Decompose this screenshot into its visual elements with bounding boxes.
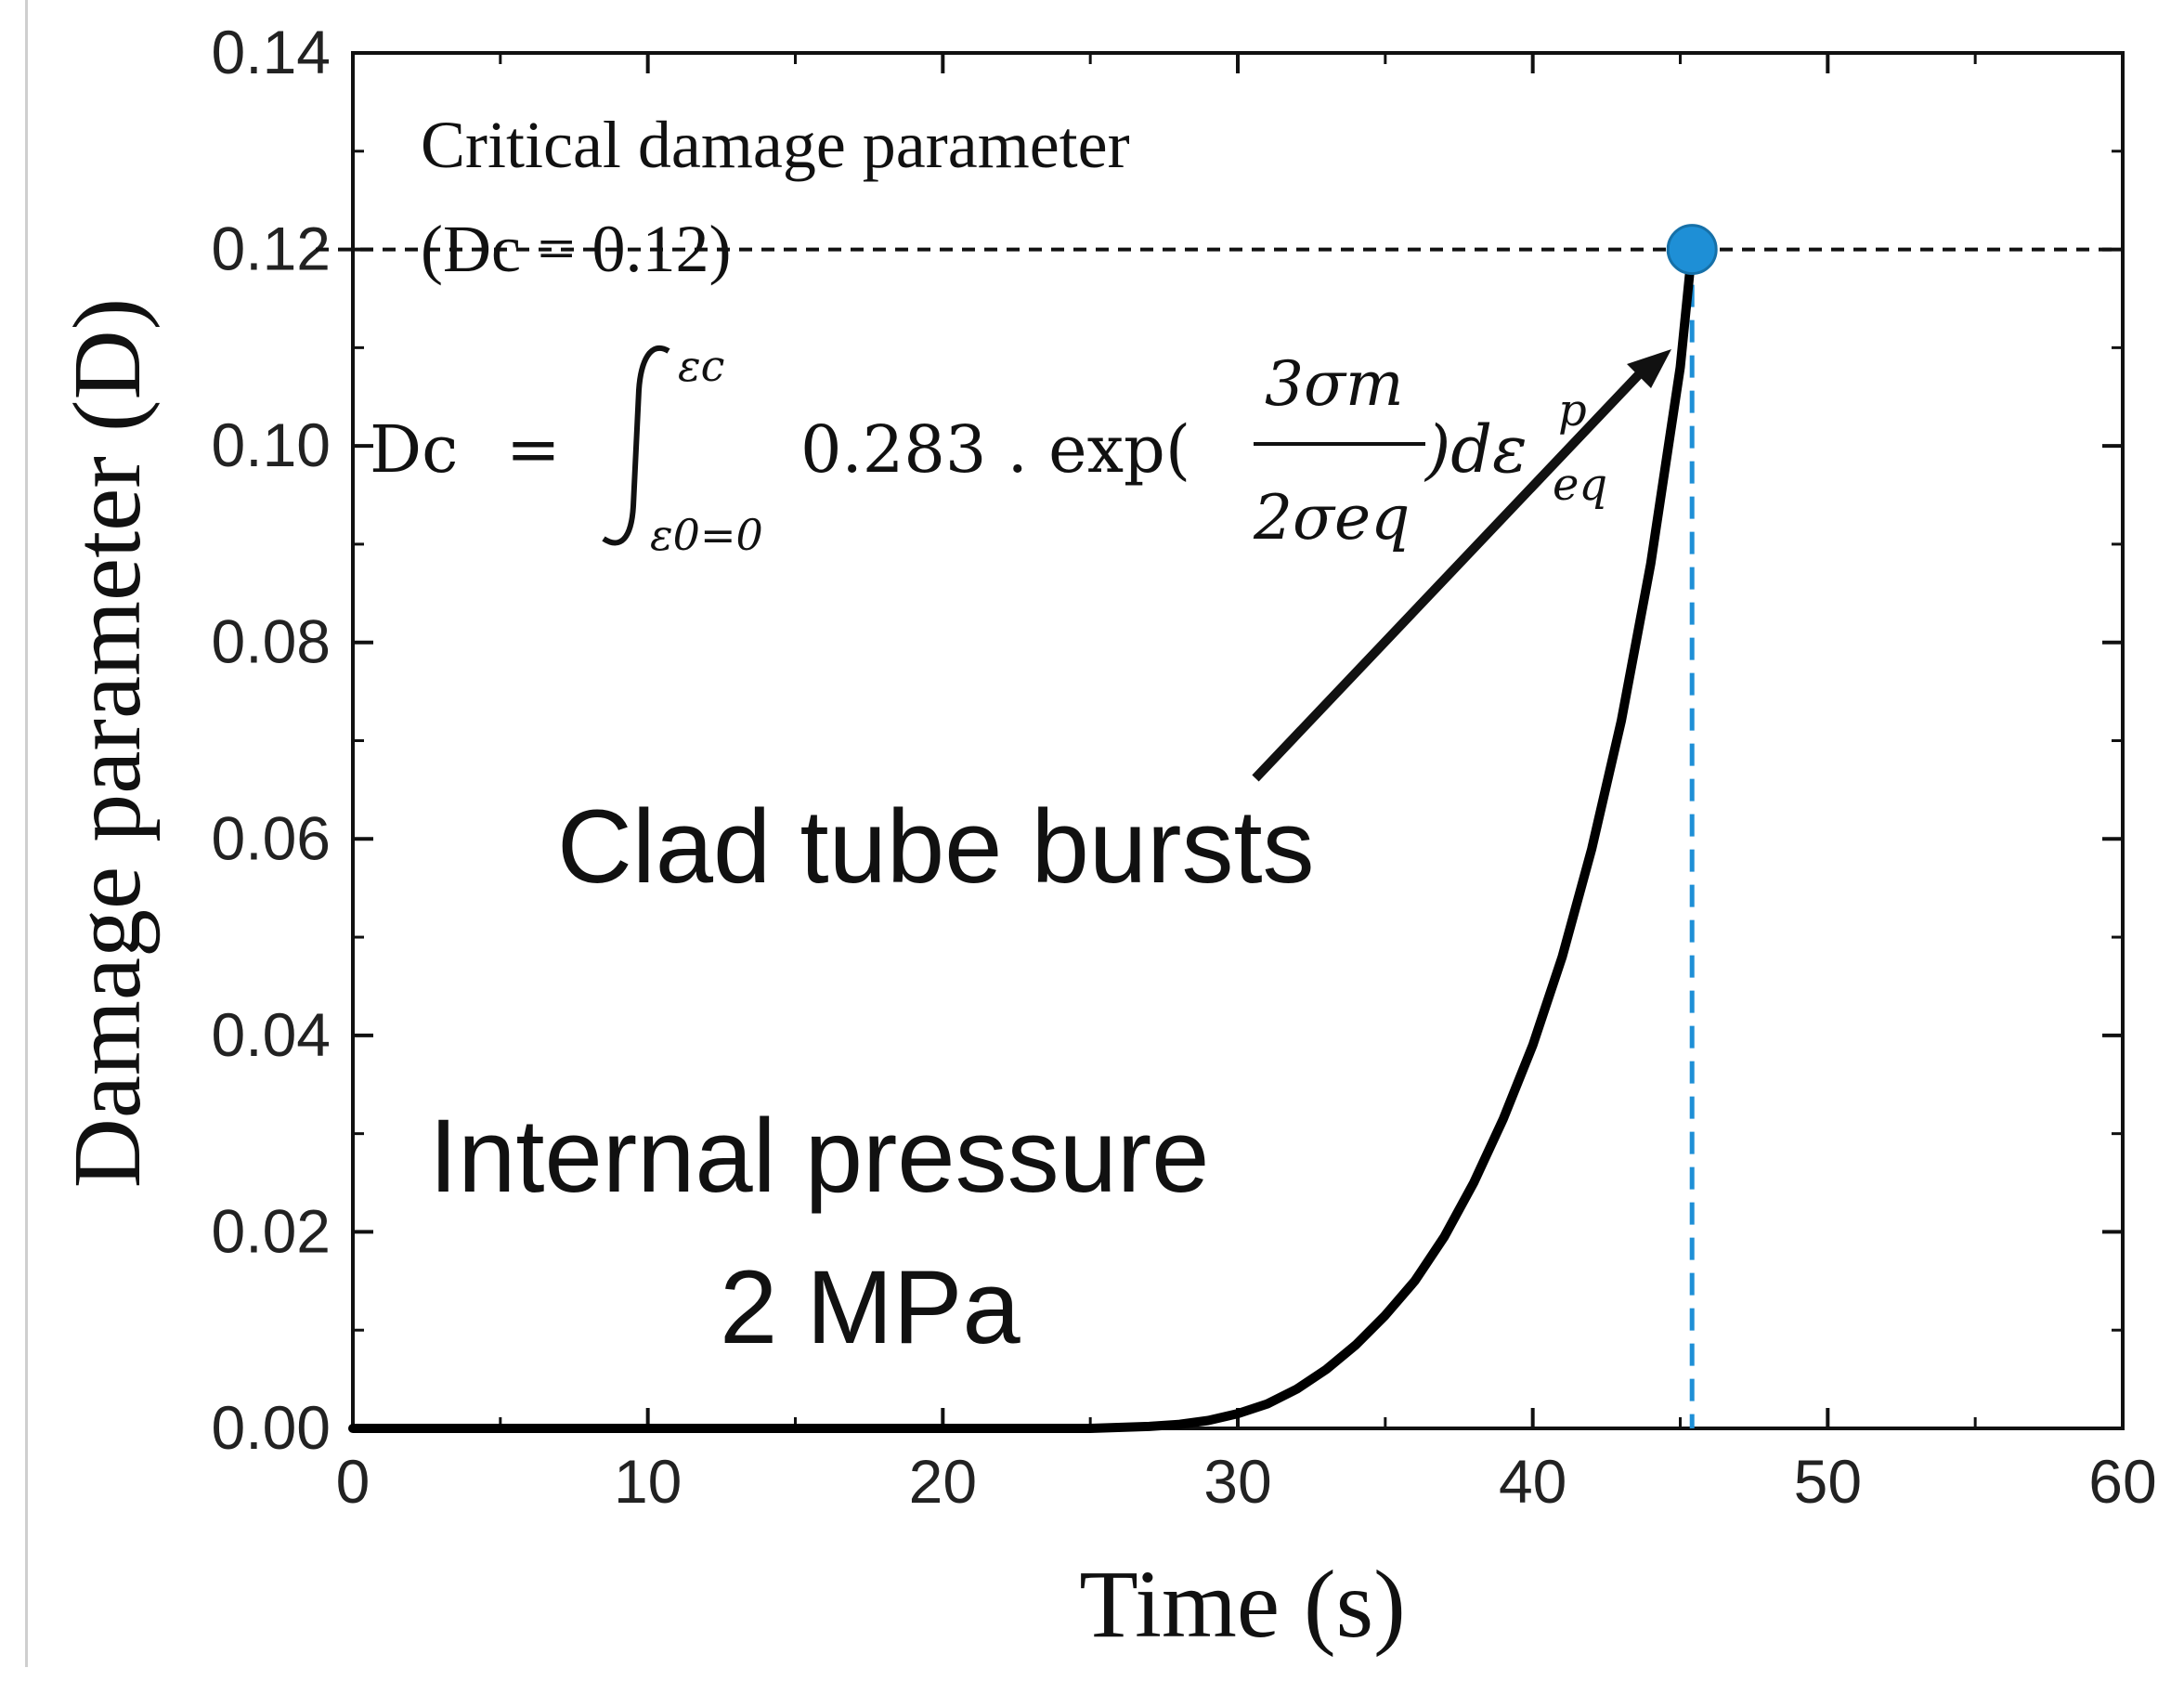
burst-point-marker bbox=[1666, 224, 1718, 276]
x-tick-label-5: 50 bbox=[1794, 1447, 1862, 1516]
y-tick-label-4: 0.08 bbox=[212, 607, 331, 676]
equation-lower-limit: ε0=0 bbox=[650, 510, 763, 560]
x-tick-label-1: 10 bbox=[614, 1447, 682, 1516]
equation-body: 0.283 . exp( bbox=[800, 411, 1190, 488]
arrow-head-icon bbox=[1627, 349, 1671, 388]
y-tick-label-3: 0.06 bbox=[212, 803, 331, 872]
burst-arrow bbox=[1252, 349, 1671, 782]
left-border-rule bbox=[25, 0, 28, 1667]
equation-upper-limit: εc bbox=[678, 341, 724, 391]
pressure-label-line2: 2 MPa bbox=[720, 1249, 1020, 1365]
equation-denominator: 2σeq bbox=[1253, 482, 1410, 554]
x-axis-title: Time (s) bbox=[1079, 1551, 1406, 1658]
equation-tail-subscript: eq bbox=[1553, 459, 1607, 511]
y-axis-title: Damage parameter (D) bbox=[54, 298, 161, 1189]
axes: 0 10 20 30 40 50 60 0.00 0.02 0.04 0.06 0.08 0.10 0.1… bbox=[212, 18, 2157, 1516]
y-tick-label-6: 0.12 bbox=[212, 215, 331, 283]
x-tick-label-3: 30 bbox=[1203, 1447, 1271, 1516]
damage-equation: Dc = εc ε0=0 0.283 . exp( 3σm 2σeq )dε p… bbox=[370, 341, 1607, 560]
equation-numerator: 3σm bbox=[1265, 348, 1404, 420]
integral-sign-icon bbox=[602, 345, 670, 546]
equation-tail: )dε bbox=[1424, 411, 1528, 488]
series-line-0 bbox=[348, 244, 1697, 1433]
x-tick-label-6: 60 bbox=[2088, 1447, 2156, 1516]
pressure-label-line1: Internal pressure bbox=[429, 1098, 1209, 1214]
y-tick-label-2: 0.04 bbox=[212, 1000, 331, 1069]
burst-label: Clad tube bursts bbox=[557, 788, 1315, 905]
y-tick-label-0: 0.00 bbox=[212, 1393, 331, 1462]
critical-damage-value: (Dc = 0.12) bbox=[421, 212, 732, 286]
x-tick-label-0: 0 bbox=[336, 1447, 370, 1516]
critical-damage-title: Critical damage parameter bbox=[421, 108, 1130, 182]
y-tick-label-1: 0.02 bbox=[212, 1196, 331, 1265]
x-tick-label-2: 20 bbox=[909, 1447, 977, 1516]
equation-equals: = bbox=[506, 411, 561, 488]
y-tick-label-5: 0.10 bbox=[212, 410, 331, 479]
equation-lhs: Dc bbox=[370, 411, 458, 488]
x-tick-label-4: 40 bbox=[1499, 1447, 1566, 1516]
y-tick-label-7: 0.14 bbox=[212, 18, 331, 86]
